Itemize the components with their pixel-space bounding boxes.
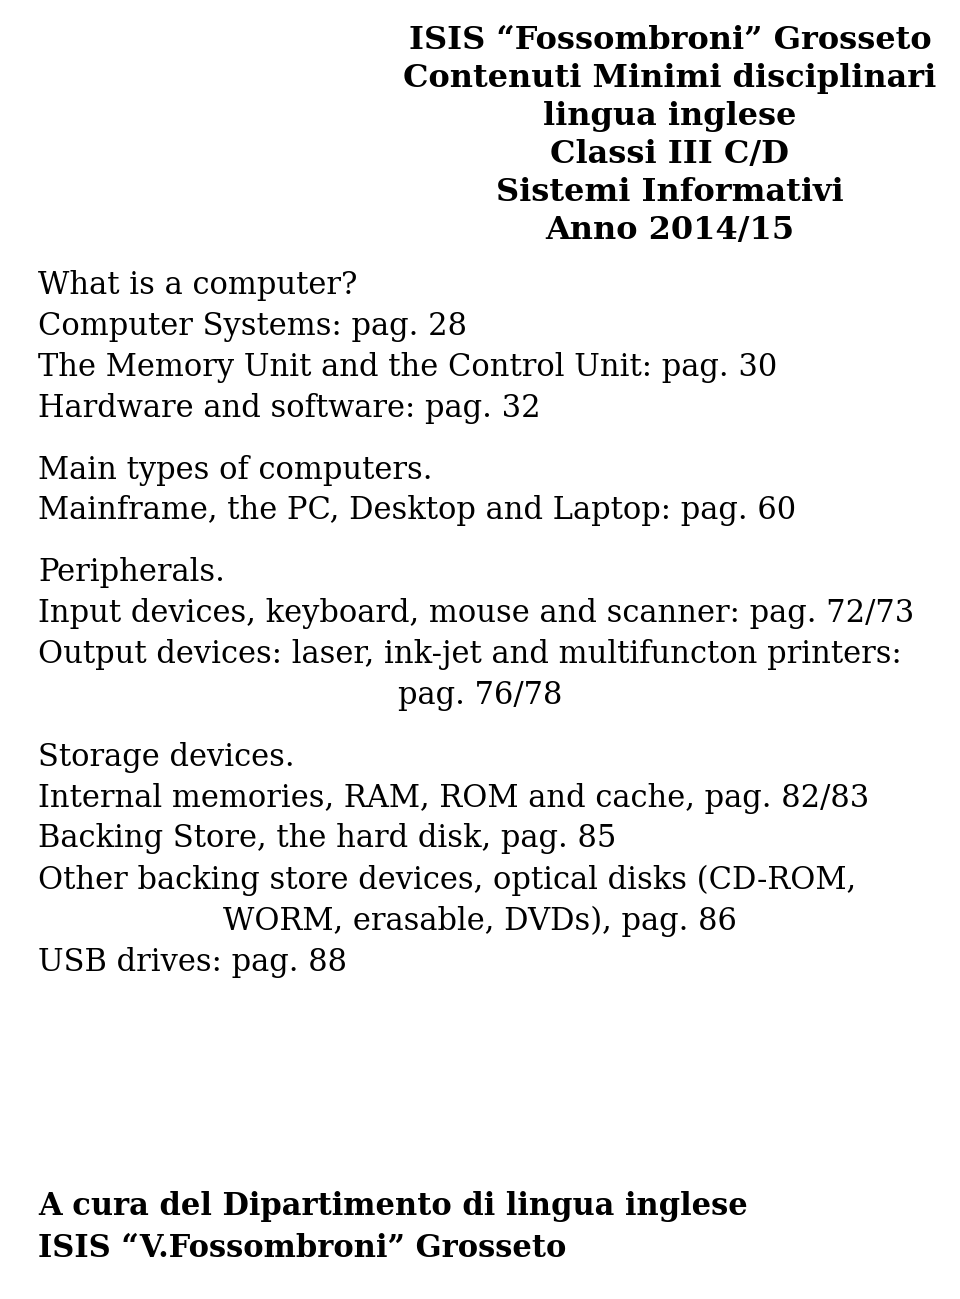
Text: Anno 2014/15: Anno 2014/15 bbox=[545, 216, 795, 246]
Text: Output devices: laser, ink-jet and multifuncton printers:: Output devices: laser, ink-jet and multi… bbox=[38, 639, 901, 670]
Text: Other backing store devices, optical disks (CD-ROM,: Other backing store devices, optical dis… bbox=[38, 865, 856, 896]
Text: lingua inglese: lingua inglese bbox=[543, 101, 797, 132]
Text: pag. 76/78: pag. 76/78 bbox=[397, 679, 563, 711]
Text: The Memory Unit and the Control Unit: pag. 30: The Memory Unit and the Control Unit: pa… bbox=[38, 352, 778, 383]
Text: Backing Store, the hard disk, pag. 85: Backing Store, the hard disk, pag. 85 bbox=[38, 824, 616, 855]
Text: Sistemi Informativi: Sistemi Informativi bbox=[496, 177, 844, 208]
Text: ISIS “V.Fossombroni” Grosseto: ISIS “V.Fossombroni” Grosseto bbox=[38, 1233, 566, 1264]
Text: Mainframe, the PC, Desktop and Laptop: pag. 60: Mainframe, the PC, Desktop and Laptop: p… bbox=[38, 495, 796, 526]
Text: Input devices, keyboard, mouse and scanner: pag. 72/73: Input devices, keyboard, mouse and scann… bbox=[38, 598, 914, 629]
Text: Computer Systems: pag. 28: Computer Systems: pag. 28 bbox=[38, 310, 467, 342]
Text: What is a computer?: What is a computer? bbox=[38, 270, 357, 301]
Text: Hardware and software: pag. 32: Hardware and software: pag. 32 bbox=[38, 394, 540, 423]
Text: USB drives: pag. 88: USB drives: pag. 88 bbox=[38, 947, 347, 978]
Text: A cura del Dipartimento di lingua inglese: A cura del Dipartimento di lingua ingles… bbox=[38, 1191, 748, 1222]
Text: Peripherals.: Peripherals. bbox=[38, 557, 225, 588]
Text: WORM, erasable, DVDs), pag. 86: WORM, erasable, DVDs), pag. 86 bbox=[223, 905, 737, 937]
Text: Main types of computers.: Main types of computers. bbox=[38, 455, 433, 486]
Text: ISIS “Fossombroni” Grosseto: ISIS “Fossombroni” Grosseto bbox=[409, 25, 931, 56]
Text: Contenuti Minimi disciplinari: Contenuti Minimi disciplinari bbox=[403, 62, 937, 94]
Text: Storage devices.: Storage devices. bbox=[38, 742, 295, 773]
Text: Internal memories, RAM, ROM and cache, pag. 82/83: Internal memories, RAM, ROM and cache, p… bbox=[38, 782, 869, 813]
Text: Classi III C/D: Classi III C/D bbox=[550, 139, 789, 170]
